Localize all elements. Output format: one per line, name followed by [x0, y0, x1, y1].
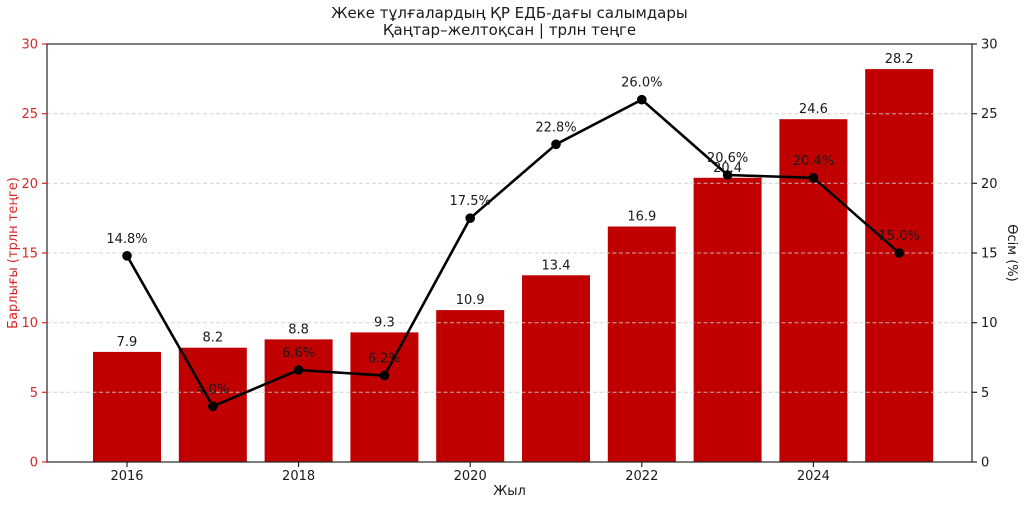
- bar-label-2023: 20.4: [713, 161, 742, 176]
- left-tick-label-5: 5: [30, 386, 38, 401]
- bar-label-2022: 16.9: [627, 210, 656, 225]
- left-axis: 0 5 10 15 20 25 30: [21, 38, 47, 471]
- right-axis-label: Өсім (%): [1004, 224, 1019, 281]
- growth-point-2018: [293, 365, 304, 375]
- left-tick-label-0: 0: [30, 456, 38, 471]
- right-tick-label-30: 30: [981, 38, 998, 53]
- left-axis-label: Барлығы (трлн теңге): [6, 177, 21, 329]
- right-tick-label-0: 0: [981, 456, 989, 471]
- bar-2018: [264, 339, 333, 462]
- growth-point-2020: [465, 213, 476, 223]
- growth-point-2021: [551, 139, 561, 150]
- bar-label-2021: 13.4: [542, 258, 571, 273]
- growth-point-2016: [122, 251, 132, 261]
- bars: [93, 69, 934, 463]
- growth-label-2017: 4.0%: [196, 382, 229, 397]
- bar-label-2020: 10.9: [456, 293, 485, 308]
- bar-2019: [350, 332, 419, 462]
- bar-label-2018: 8.8: [288, 322, 309, 337]
- growth-label-2019: 6.2%: [368, 352, 401, 367]
- bar-2021: [522, 275, 590, 462]
- right-axis: 0 5 10 15 20 25 30: [972, 38, 998, 471]
- left-tick-label-15: 15: [21, 247, 38, 262]
- bar-2022: [607, 226, 676, 462]
- bar-label-2024: 24.6: [799, 102, 828, 117]
- growth-label-2018: 6.6%: [282, 346, 315, 361]
- bar-2023: [693, 177, 762, 463]
- left-tick-label-30: 30: [21, 38, 38, 53]
- growth-line: [125, 98, 901, 408]
- right-tick-label-25: 25: [981, 107, 998, 122]
- bar-label-2019: 9.3: [374, 315, 395, 330]
- left-tick-label-10: 10: [21, 316, 38, 331]
- chart-title-line2: Қаңтар–желтоқсан | трлн теңге: [382, 21, 637, 39]
- bar-label-2017: 8.2: [202, 331, 223, 346]
- growth-label-2024: 20.4%: [793, 154, 834, 169]
- bar-2016: [93, 351, 161, 462]
- growth-markers: [122, 94, 904, 412]
- growth-label-2023: 20.6%: [707, 151, 748, 166]
- growth-point-2017: [208, 401, 218, 412]
- right-tick-label-5: 5: [981, 386, 989, 401]
- x-axis: 2016 2018 2020 2022 2024: [110, 462, 830, 484]
- growth-label-2025: 15.0%: [879, 229, 920, 244]
- growth-labels: 14.8%4.0%6.6% 6.2%17.5%22.8%26.0%20.6% 20.…: [106, 76, 920, 398]
- growth-point-2025: [894, 248, 904, 258]
- chart-title-line1: Жеке тұлғалардың ҚР ЕДБ-дағы салымдары: [331, 4, 688, 22]
- growth-label-2020: 17.5%: [450, 194, 491, 209]
- bar-2025: [865, 69, 934, 462]
- bar-2024: [779, 119, 848, 462]
- x-tick-label-2016: 2016: [110, 469, 143, 484]
- bar-label-2016: 7.9: [117, 335, 138, 350]
- growth-label-2021: 22.8%: [535, 120, 576, 135]
- growth-point-2022: [637, 94, 647, 105]
- x-tick-label-2024: 2024: [797, 469, 830, 484]
- right-tick-label-10: 10: [981, 316, 998, 331]
- growth-label-2016: 14.8%: [106, 232, 147, 247]
- x-tick-label-2022: 2022: [625, 469, 658, 484]
- bar-2020: [436, 310, 505, 462]
- growth-point-2019: [379, 370, 390, 381]
- left-tick-label-25: 25: [21, 107, 38, 122]
- growth-point-2024: [808, 173, 819, 183]
- right-tick-label-20: 20: [981, 177, 998, 192]
- x-tick-label-2018: 2018: [282, 469, 315, 484]
- bar-labels: 7.9 8.2 8.8 9.3 10.9 13.4 16.9 20.4 24.6 28.2: [117, 52, 914, 350]
- bar-label-2025: 28.2: [885, 52, 914, 67]
- growth-point-2023: [722, 170, 733, 180]
- x-axis-label: Жыл: [493, 484, 526, 499]
- left-tick-label-20: 20: [21, 177, 38, 192]
- x-tick-label-2020: 2020: [454, 469, 487, 484]
- growth-label-2022: 26.0%: [621, 76, 662, 91]
- chart-title: Жеке тұлғалардың ҚР ЕДБ-дағы салымдары Қ…: [47, 5, 972, 39]
- right-tick-label-15: 15: [981, 247, 998, 262]
